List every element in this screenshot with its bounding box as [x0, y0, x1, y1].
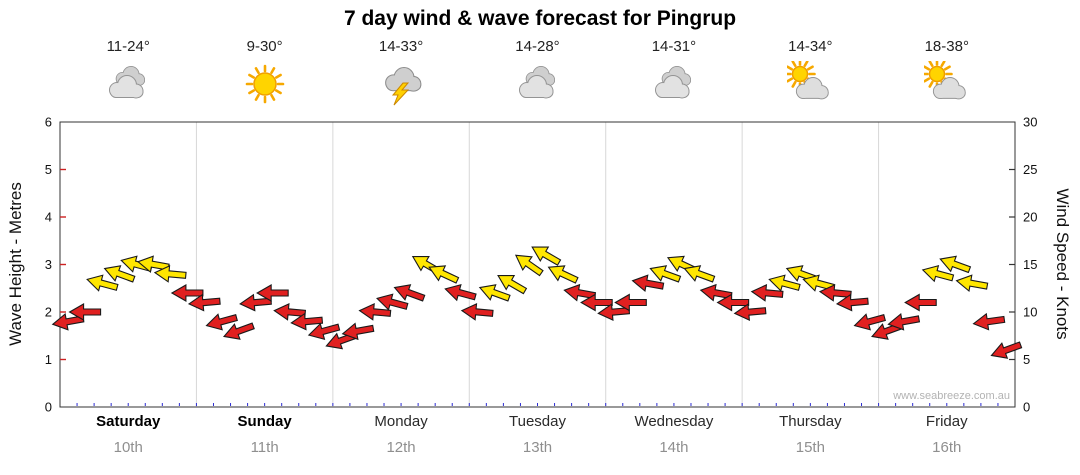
wind-arrow — [716, 293, 750, 312]
wind-arrow — [531, 246, 562, 266]
wind-arrow — [768, 274, 801, 292]
temp-range: 14-28° — [515, 38, 560, 55]
partly-sunny-icon — [784, 58, 833, 107]
day-label: Wednesday — [634, 413, 714, 430]
wind-arrow — [563, 283, 597, 302]
day-label: Saturday — [96, 413, 161, 430]
knots-tick-label: 30 — [1023, 115, 1037, 130]
wind-arrow — [358, 302, 392, 321]
wind-arrow — [939, 255, 972, 274]
wind-arrow — [428, 265, 460, 284]
knots-tick-label: 0 — [1023, 400, 1030, 415]
plot-border — [59, 121, 1016, 408]
wind-arrow — [478, 284, 511, 302]
date-label: 13th — [522, 439, 553, 456]
day-label: Sunday — [237, 413, 292, 430]
wind-arrow — [514, 254, 544, 277]
wind-arrow — [256, 284, 289, 302]
wind-arrow — [341, 322, 375, 341]
wind-arrow — [580, 293, 613, 312]
wind-arrow — [153, 264, 187, 283]
wind-arrow — [887, 312, 921, 331]
date-label: 14th — [659, 439, 689, 456]
knots-tick-label: 15 — [1023, 257, 1037, 272]
wave-tick-label: 3 — [45, 257, 52, 272]
wind-arrow — [187, 293, 221, 312]
partly-sunny-icon — [920, 58, 970, 107]
sunny-icon — [242, 61, 288, 107]
wind-arrow — [699, 283, 733, 302]
wind-arrow — [273, 302, 307, 321]
temp-range: 18-38° — [924, 38, 969, 55]
wave-tick-label: 6 — [45, 115, 52, 130]
wind-arrow — [393, 284, 426, 302]
wind-arrow — [68, 303, 102, 321]
wind-arrow — [750, 283, 784, 302]
temp-range: 11-24° — [106, 38, 150, 55]
wind-arrow — [444, 283, 477, 302]
wind-arrow — [376, 293, 409, 311]
wind-arrow — [497, 274, 528, 295]
knots-tick-label: 25 — [1023, 162, 1037, 177]
wave-tick-label: 0 — [45, 400, 52, 415]
wind-arrow — [990, 341, 1023, 359]
knots-tick-label: 10 — [1023, 305, 1037, 320]
knots-tick-label: 20 — [1023, 210, 1037, 225]
wind-arrow — [904, 293, 937, 312]
temp-range: 14-34° — [788, 38, 833, 55]
cloudy-icon — [651, 61, 697, 107]
watermark: www.seabreeze.com.au — [893, 390, 1010, 402]
wind-arrow — [955, 274, 989, 293]
cloudy-icon — [515, 61, 561, 107]
page-title: 7 day wind & wave forecast for Pingrup — [343, 7, 737, 30]
temp-range: 14-31° — [651, 38, 697, 55]
wind-arrow — [818, 283, 852, 302]
wind-arrow — [649, 265, 682, 283]
wind-arrow — [921, 264, 955, 283]
wind-arrow — [631, 274, 665, 293]
wind-arrow — [136, 255, 170, 274]
temp-range: 9-30° — [246, 38, 283, 55]
cloudy-icon — [105, 61, 151, 107]
wind-arrow — [222, 322, 255, 340]
wave-tick-label: 4 — [45, 210, 52, 225]
wind-arrow — [835, 293, 869, 312]
wind-arrow — [103, 265, 136, 283]
wind-arrow — [853, 313, 886, 331]
wind-arrow — [547, 265, 579, 284]
wind-arrow — [614, 293, 647, 312]
wind-arrow — [307, 322, 341, 341]
wind-arrow — [683, 265, 716, 283]
wind-arrow — [802, 274, 835, 292]
thunderstorm-icon — [378, 61, 424, 107]
wind-arrow — [205, 313, 238, 331]
wind-arrow — [170, 284, 204, 302]
day-label: Friday — [925, 413, 968, 430]
wind-arrow — [290, 312, 324, 331]
date-label: 12th — [386, 439, 416, 456]
date-label: 15th — [795, 439, 825, 456]
day-label: Thursday — [779, 413, 842, 430]
temp-range: 14-33° — [378, 38, 424, 55]
date-label: 10th — [113, 439, 143, 456]
wind-arrow — [460, 302, 494, 321]
wind-arrow — [86, 274, 119, 292]
wave-tick-label: 1 — [45, 352, 52, 367]
wind-arrow — [972, 312, 1006, 331]
knots-tick-label: 5 — [1023, 352, 1030, 367]
day-label: Tuesday — [509, 413, 566, 430]
date-label: 16th — [932, 439, 962, 456]
wind-arrow — [733, 303, 767, 322]
wave-tick-label: 2 — [45, 305, 52, 320]
date-label: 11th — [250, 439, 279, 456]
day-label: Monday — [374, 413, 428, 430]
wave-tick-label: 5 — [45, 162, 52, 177]
